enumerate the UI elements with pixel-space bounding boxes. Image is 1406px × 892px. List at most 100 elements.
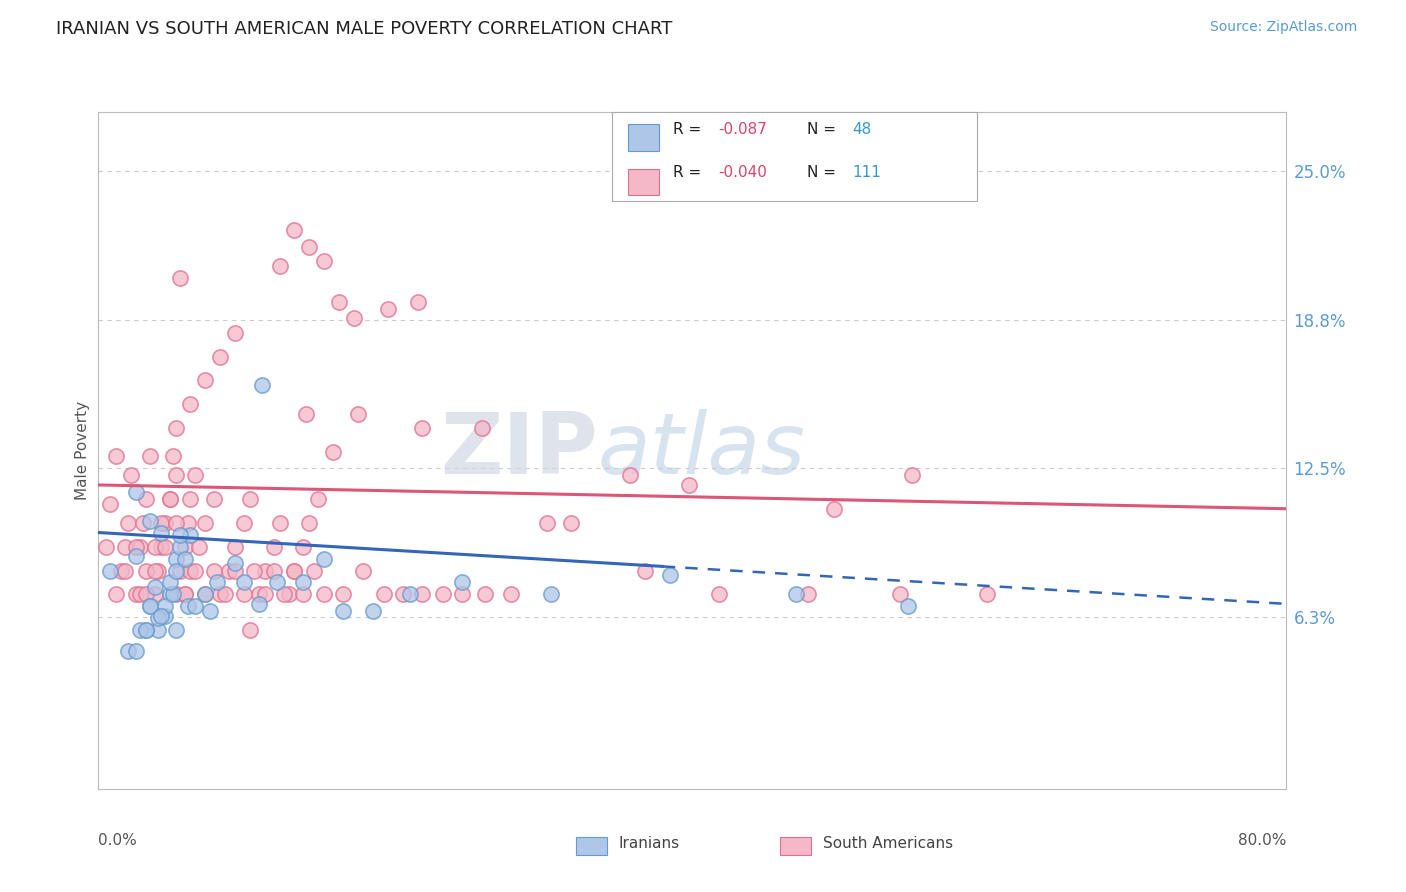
Point	[292, 540, 315, 554]
Point	[233, 516, 256, 530]
Point	[659, 568, 682, 582]
Point	[179, 492, 201, 507]
Text: Source: ZipAtlas.com: Source: ZipAtlas.com	[1209, 20, 1357, 34]
Point	[155, 516, 177, 530]
Point	[239, 623, 262, 637]
Point	[194, 587, 217, 601]
Point	[474, 587, 496, 601]
Point	[247, 597, 270, 611]
Point	[149, 608, 172, 623]
Point	[283, 564, 305, 578]
Point	[239, 492, 262, 507]
Point	[169, 271, 191, 285]
Point	[143, 540, 166, 554]
Point	[155, 608, 177, 623]
Point	[224, 540, 246, 554]
Point	[209, 587, 232, 601]
Point	[392, 587, 415, 601]
Point	[540, 587, 562, 601]
Point	[292, 575, 315, 590]
Point	[124, 485, 146, 500]
Point	[233, 587, 256, 601]
Point	[250, 378, 273, 392]
Point	[314, 254, 336, 268]
Point	[298, 516, 321, 530]
Point	[173, 587, 195, 601]
Point	[897, 599, 920, 614]
Point	[373, 587, 395, 601]
Point	[184, 468, 207, 483]
Point	[143, 580, 166, 594]
Point	[149, 540, 172, 554]
Point	[184, 599, 207, 614]
Point	[179, 564, 201, 578]
Point	[253, 587, 276, 601]
Text: N =: N =	[807, 165, 841, 180]
Text: atlas: atlas	[598, 409, 806, 492]
Point	[159, 575, 181, 590]
Point	[233, 575, 256, 590]
Point	[224, 326, 246, 340]
Point	[785, 587, 807, 601]
Point	[328, 294, 350, 309]
Point	[332, 604, 354, 618]
Point	[139, 599, 162, 614]
Point	[179, 528, 201, 542]
Point	[263, 564, 285, 578]
Text: 80.0%: 80.0%	[1239, 833, 1286, 848]
Point	[269, 516, 291, 530]
Point	[139, 514, 162, 528]
Point	[155, 540, 177, 554]
Point	[169, 540, 191, 554]
Point	[162, 450, 184, 464]
Point	[129, 587, 152, 601]
Point	[283, 564, 305, 578]
Point	[149, 516, 172, 530]
Point	[976, 587, 998, 601]
Point	[143, 564, 166, 578]
Text: South Americans: South Americans	[823, 837, 953, 851]
Point	[269, 259, 291, 273]
Text: R =: R =	[673, 122, 707, 137]
Text: 111: 111	[852, 165, 882, 180]
Point	[159, 492, 181, 507]
Point	[124, 540, 146, 554]
Point	[159, 492, 181, 507]
Text: 48: 48	[852, 122, 872, 137]
Point	[94, 540, 117, 554]
Text: -0.040: -0.040	[718, 165, 768, 180]
Point	[501, 587, 523, 601]
Point	[165, 468, 187, 483]
Point	[314, 587, 336, 601]
Point	[162, 587, 184, 601]
Point	[352, 564, 374, 578]
Point	[149, 525, 172, 540]
Point	[114, 540, 136, 554]
Point	[124, 587, 146, 601]
Text: -0.087: -0.087	[718, 122, 768, 137]
Point	[110, 564, 132, 578]
Point	[214, 587, 236, 601]
Point	[224, 564, 246, 578]
Point	[361, 604, 384, 618]
Point	[165, 516, 187, 530]
Text: N =: N =	[807, 122, 841, 137]
Point	[307, 492, 329, 507]
Text: Iranians: Iranians	[619, 837, 679, 851]
Point	[377, 301, 399, 316]
Point	[302, 564, 325, 578]
Point	[129, 623, 152, 637]
Point	[169, 528, 191, 542]
Point	[283, 223, 305, 237]
Point	[823, 501, 845, 516]
Text: 0.0%: 0.0%	[98, 833, 138, 848]
Point	[202, 492, 225, 507]
Point	[117, 644, 139, 658]
Point	[135, 492, 157, 507]
Point	[105, 587, 128, 601]
Point	[292, 587, 315, 601]
Point	[224, 557, 246, 571]
Text: IRANIAN VS SOUTH AMERICAN MALE POVERTY CORRELATION CHART: IRANIAN VS SOUTH AMERICAN MALE POVERTY C…	[56, 20, 672, 37]
Point	[273, 587, 295, 601]
Point	[159, 587, 181, 601]
